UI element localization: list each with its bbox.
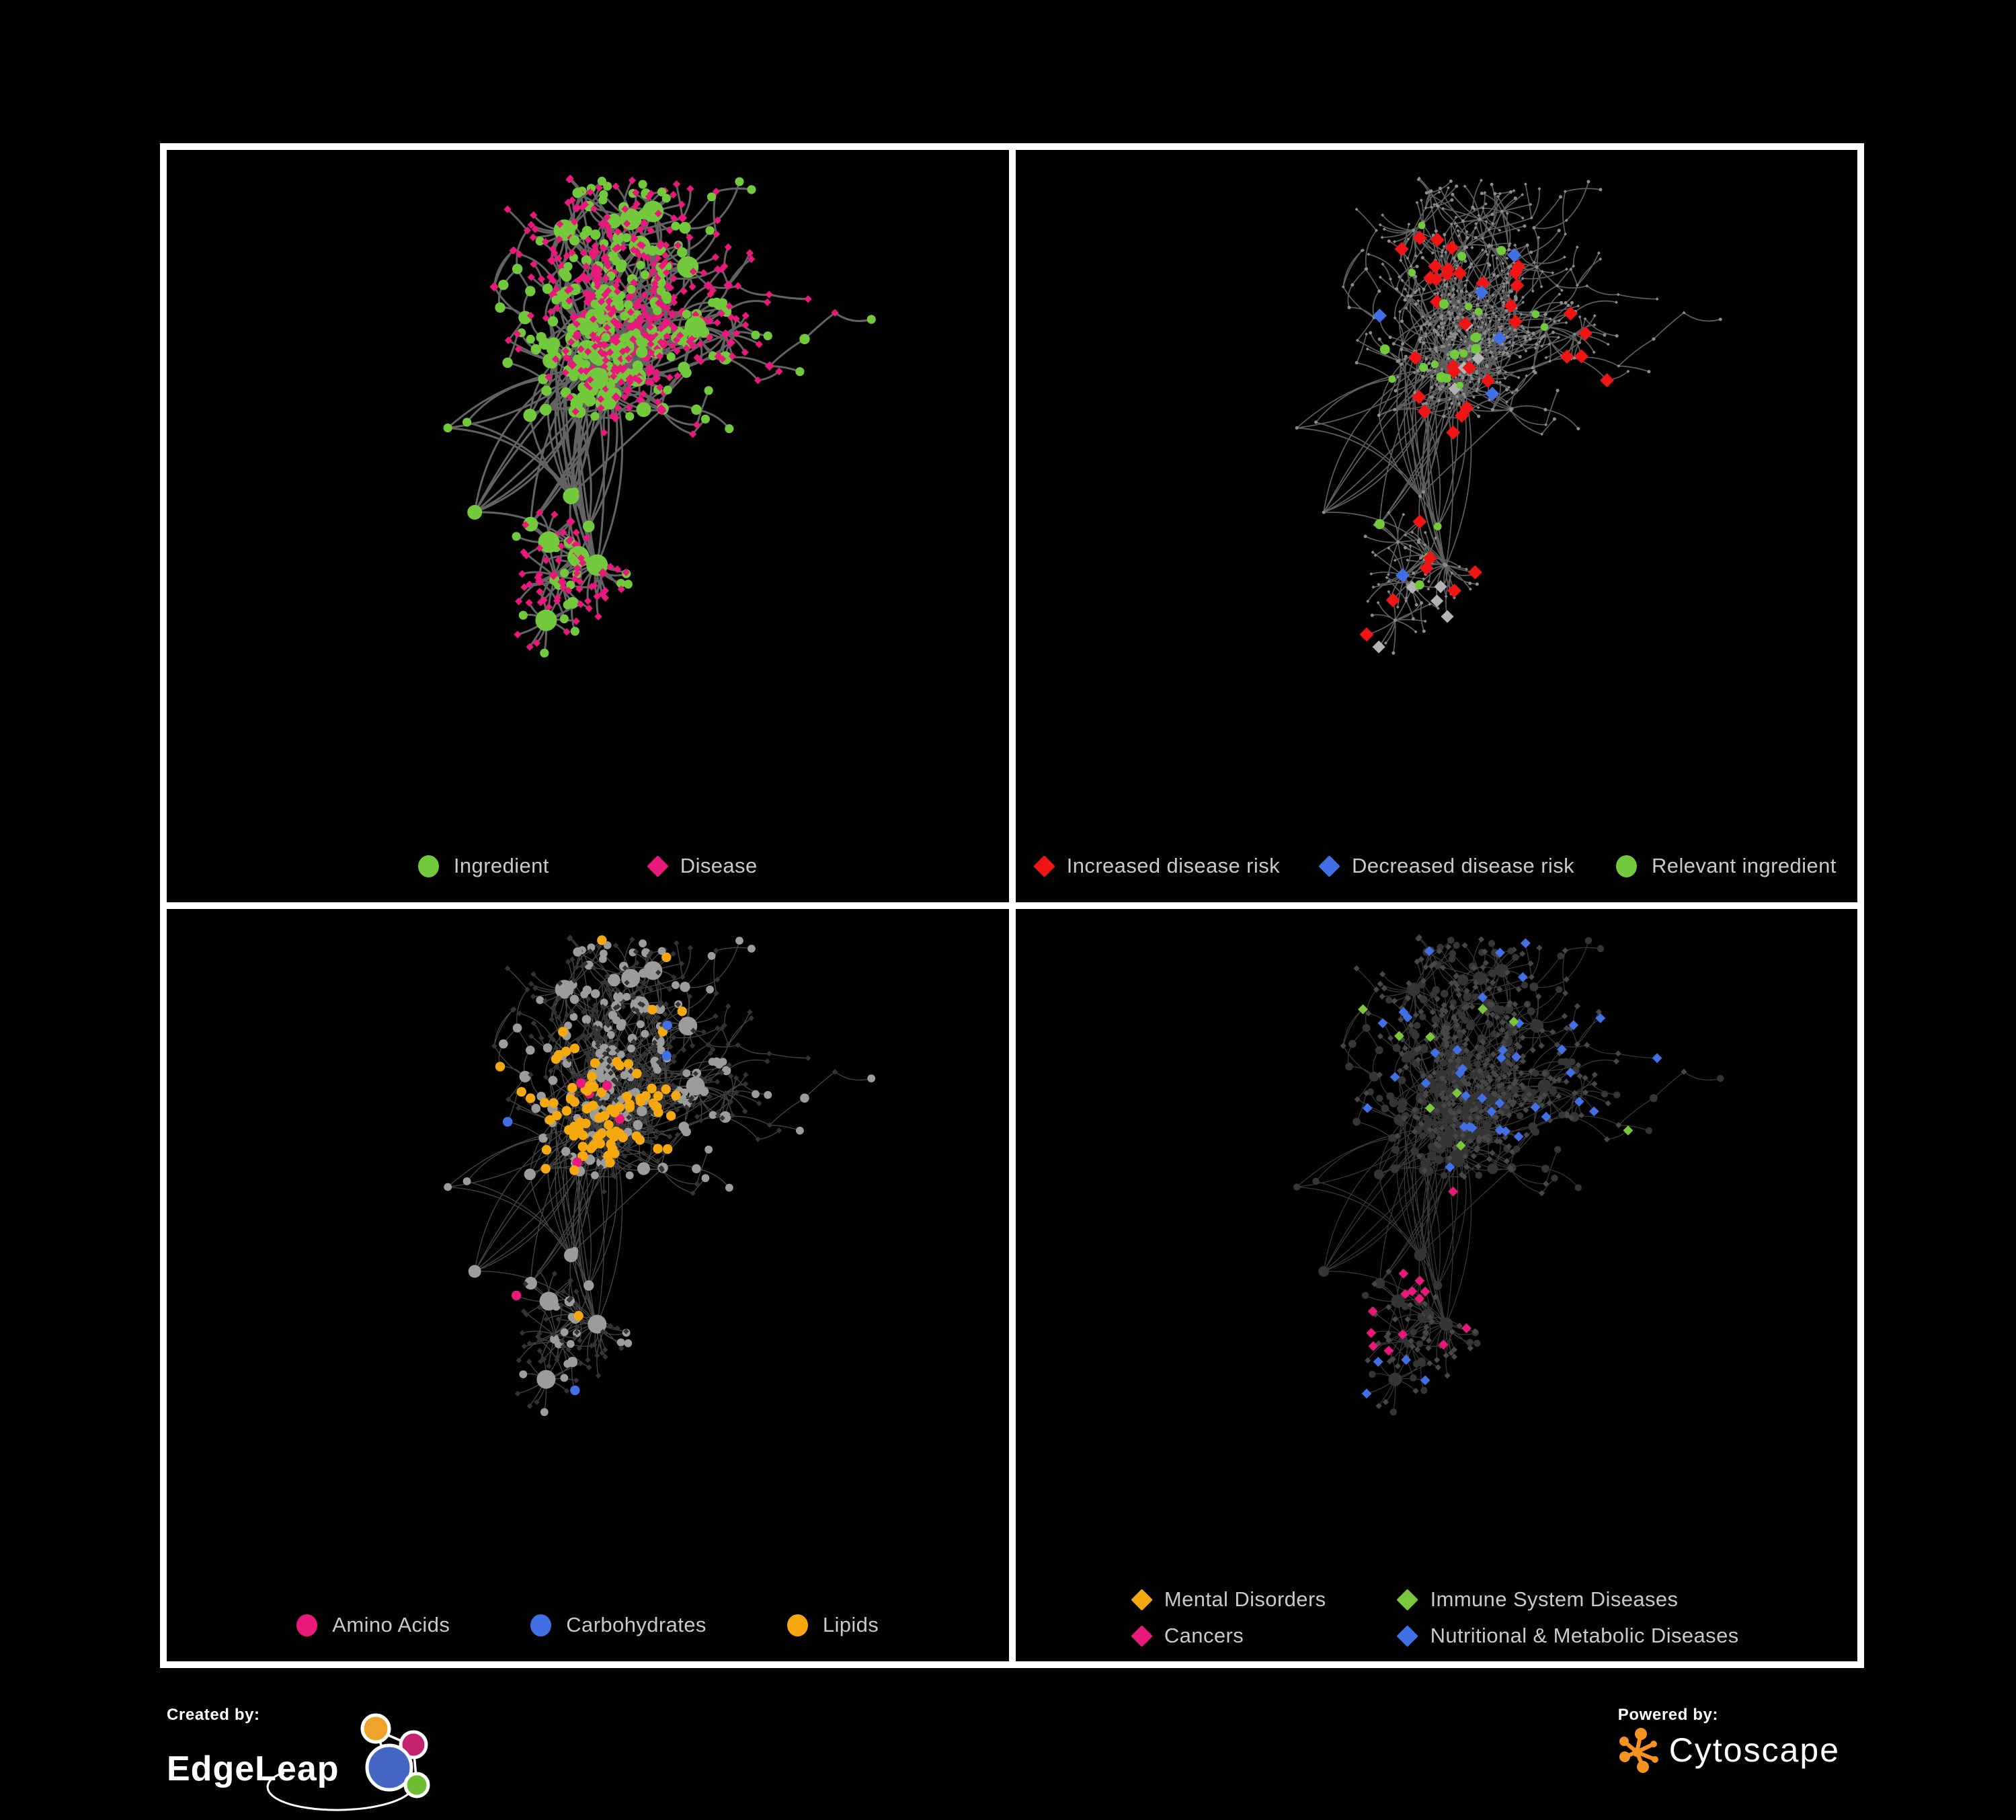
- legend-nutrient-classes: Amino Acids Carbohydrates Lipids: [167, 1613, 1009, 1637]
- legend-item-cancers: Cancers: [1131, 1624, 1326, 1648]
- footer: Created by: EdgeLeap Powered by:: [0, 1668, 2016, 1820]
- nutritional-metabolic-swatch-icon: [1396, 1624, 1419, 1647]
- network-graph-disease-risk[interactable]: [1016, 150, 1858, 902]
- created-by-block: Created by: EdgeLeap: [167, 1706, 442, 1811]
- legend-label: Mental Disorders: [1164, 1587, 1326, 1611]
- network-graph-ingredient-disease[interactable]: [167, 150, 1009, 902]
- legend-disease-risk: Increased disease risk Decreased disease…: [1016, 854, 1858, 878]
- immune-system-swatch-icon: [1396, 1588, 1419, 1611]
- legend-label: Nutritional & Metabolic Diseases: [1430, 1624, 1739, 1647]
- legend-item-increased-risk: Increased disease risk: [1033, 854, 1280, 878]
- nodes-layer: [444, 934, 876, 1417]
- legend-label: Carbohydrates: [566, 1613, 707, 1636]
- legend-label: Immune System Diseases: [1430, 1587, 1679, 1611]
- legend-label: Relevant ingredient: [1652, 854, 1837, 877]
- legend-item-relevant-ingredient: Relevant ingredient: [1616, 854, 1837, 878]
- legend-item-disease: Disease: [647, 854, 758, 878]
- cytoscape-brand: Cytoscape: [1668, 1731, 1840, 1769]
- edgeleap-logo-icon: [266, 1713, 430, 1811]
- legend-label: Decreased disease risk: [1352, 854, 1575, 877]
- ingredient-swatch-icon: [417, 855, 439, 877]
- relevant-ingredient-swatch-icon: [1616, 855, 1638, 877]
- powered-by-block: Powered by:: [1618, 1706, 1840, 1773]
- carbohydrates-swatch-icon: [530, 1614, 552, 1636]
- legend-label: Increased disease risk: [1066, 854, 1280, 877]
- panel-grid: Ingredient Disease Increased disease ris…: [160, 143, 1864, 1668]
- panel-disease-risk: Increased disease risk Decreased disease…: [1015, 150, 1858, 902]
- legend-item-carbohydrates: Carbohydrates: [530, 1613, 707, 1637]
- legend-label: Lipids: [822, 1613, 879, 1636]
- legend-label: Ingredient: [453, 854, 549, 877]
- created-by-label: Created by:: [167, 1706, 260, 1724]
- legend-item-immune-system-diseases: Immune System Diseases: [1396, 1587, 1739, 1612]
- mental-disorders-swatch-icon: [1131, 1588, 1153, 1611]
- legend-item-decreased-risk: Decreased disease risk: [1318, 854, 1575, 878]
- legend-label: Cancers: [1164, 1624, 1244, 1647]
- nodes-layer: [1293, 934, 1724, 1416]
- increased-risk-swatch-icon: [1033, 855, 1055, 877]
- legend-item-nutritional-metabolic: Nutritional & Metabolic Diseases: [1396, 1624, 1739, 1648]
- legend-ingredient-disease: Ingredient Disease: [167, 854, 1009, 878]
- network-graph-nutrient-classes[interactable]: [167, 909, 1009, 1661]
- legend-item-mental-disorders: Mental Disorders: [1131, 1587, 1326, 1612]
- network-graph-disease-classes[interactable]: [1016, 909, 1858, 1661]
- nodes-layer: [1295, 176, 1722, 655]
- nodes-layer: [443, 174, 876, 658]
- panel-ingredient-disease: Ingredient Disease: [167, 150, 1009, 902]
- decreased-risk-swatch-icon: [1318, 855, 1340, 877]
- panel-nutrient-classes: Amino Acids Carbohydrates Lipids: [167, 909, 1009, 1661]
- legend-item-ingredient: Ingredient: [417, 854, 549, 878]
- panel-disease-classes: Mental Disorders Immune System Diseases …: [1015, 909, 1858, 1661]
- amino-acids-swatch-icon: [296, 1614, 318, 1636]
- lipids-swatch-icon: [787, 1614, 808, 1636]
- legend-disease-classes: Mental Disorders Immune System Diseases …: [1131, 1587, 1739, 1648]
- legend-item-amino-acids: Amino Acids: [296, 1613, 450, 1637]
- powered-by-label: Powered by:: [1617, 1706, 1719, 1724]
- legend-label: Amino Acids: [332, 1613, 450, 1636]
- cancers-swatch-icon: [1131, 1624, 1153, 1647]
- legend-label: Disease: [680, 854, 758, 877]
- cytoscape-logo-icon: [1619, 1728, 1658, 1773]
- disease-swatch-icon: [647, 855, 669, 877]
- edgeleap-brand: EdgeLeap: [167, 1749, 339, 1788]
- legend-item-lipids: Lipids: [787, 1613, 879, 1637]
